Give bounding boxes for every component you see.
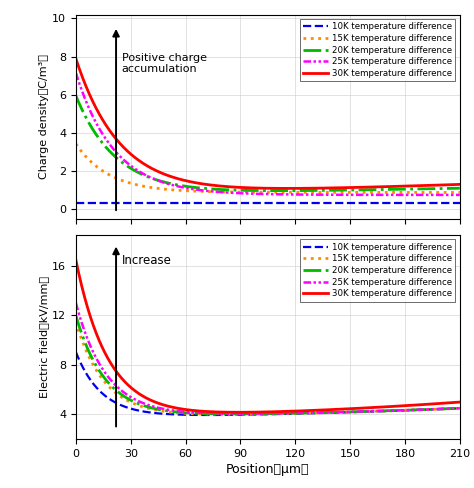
Legend: 10K temperature difference, 15K temperature difference, 20K temperature differen: 10K temperature difference, 15K temperat… [300,19,456,81]
X-axis label: Position（μm）: Position（μm） [226,463,310,476]
Legend: 10K temperature difference, 15K temperature difference, 20K temperature differen: 10K temperature difference, 15K temperat… [300,240,456,302]
Y-axis label: Charge density（C/m³）: Charge density（C/m³） [39,54,49,179]
Y-axis label: Electric field（kV/mm）: Electric field（kV/mm） [39,276,49,398]
Text: Increase: Increase [121,254,172,266]
Text: Positive charge
accumulation: Positive charge accumulation [121,53,207,74]
